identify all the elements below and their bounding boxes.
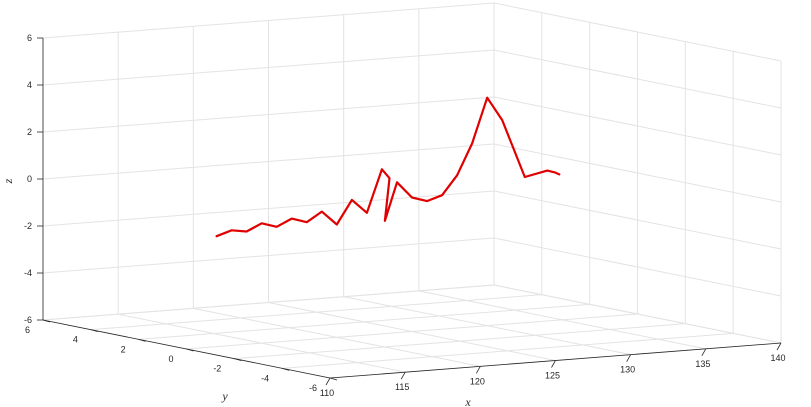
y-tick-label: 2 bbox=[121, 344, 126, 354]
side-wall-grid-line bbox=[493, 49, 782, 109]
back-wall-grid-line bbox=[42, 96, 495, 133]
z-axis-label: z bbox=[1, 178, 15, 184]
back-wall-grid-line bbox=[42, 237, 495, 274]
x-tick-label: 135 bbox=[695, 359, 710, 369]
floor-grid-line bbox=[90, 294, 542, 331]
x-tick-label: 140 bbox=[770, 353, 785, 363]
z-tick-label: -4 bbox=[24, 268, 32, 278]
y-tick-mark bbox=[138, 338, 146, 342]
x-tick-label: 120 bbox=[470, 376, 485, 386]
x-tick-mark bbox=[701, 348, 707, 357]
y-tick-mark bbox=[234, 358, 242, 362]
x-tick-mark bbox=[475, 366, 481, 374]
back-wall-grid-line bbox=[42, 2, 495, 39]
z-tick-label: -6 bbox=[24, 315, 32, 325]
y-tick-label: 6 bbox=[25, 325, 30, 335]
z-tick-label: -2 bbox=[24, 221, 32, 231]
x-axis-label: x bbox=[464, 395, 471, 407]
x-tick-mark bbox=[325, 377, 331, 386]
x-tick-mark bbox=[626, 354, 632, 362]
side-wall-grid-line bbox=[493, 284, 782, 344]
back-wall-grid-line bbox=[42, 143, 495, 180]
tick-labels: 110115120125130135140-6-4-20246-6-4-2024… bbox=[24, 33, 786, 398]
y-tick-mark bbox=[282, 367, 290, 371]
data-line bbox=[215, 96, 561, 238]
side-wall-grid-line bbox=[493, 190, 782, 250]
x-tick-label: 115 bbox=[395, 382, 409, 392]
z-tick-label: 6 bbox=[27, 33, 32, 43]
floor-grid-line bbox=[282, 332, 734, 369]
x-tick-label: 110 bbox=[320, 388, 334, 398]
x-tick-label: 130 bbox=[620, 365, 635, 375]
back-wall-grid-line bbox=[42, 190, 495, 227]
axes bbox=[37, 37, 782, 386]
side-wall-grid-line bbox=[493, 2, 782, 62]
x-tick-mark bbox=[776, 342, 782, 351]
y-tick-label: -4 bbox=[261, 373, 269, 383]
z-tick-label: 0 bbox=[27, 174, 32, 184]
grid-lines bbox=[42, 2, 782, 379]
z-tick-label: 4 bbox=[27, 80, 32, 90]
side-wall-grid-line bbox=[493, 96, 782, 156]
side-wall-grid-line bbox=[493, 237, 782, 297]
y-tick-mark bbox=[329, 377, 338, 381]
x-tick-mark bbox=[551, 360, 556, 368]
y-axis-label: y bbox=[221, 389, 228, 403]
y-tick-mark bbox=[42, 319, 51, 323]
y-tick-mark bbox=[186, 348, 194, 352]
floor-grid-line bbox=[138, 303, 590, 340]
z-tick-label: 2 bbox=[27, 127, 32, 137]
y-tick-mark bbox=[90, 329, 98, 333]
y-tick-label: -2 bbox=[213, 364, 221, 374]
x-tick-label: 125 bbox=[545, 371, 560, 381]
x-tick-mark bbox=[400, 371, 406, 380]
floor-grid-line bbox=[186, 313, 638, 350]
back-wall-grid-line bbox=[42, 49, 495, 86]
y-tick-label: -6 bbox=[309, 383, 317, 393]
y-tick-label: 0 bbox=[168, 354, 173, 364]
floor-grid-line bbox=[234, 323, 686, 360]
side-wall-grid-line bbox=[493, 143, 782, 203]
data-series bbox=[215, 96, 561, 238]
back-wall-grid-line bbox=[42, 284, 495, 321]
y-tick-label: 4 bbox=[73, 335, 78, 345]
